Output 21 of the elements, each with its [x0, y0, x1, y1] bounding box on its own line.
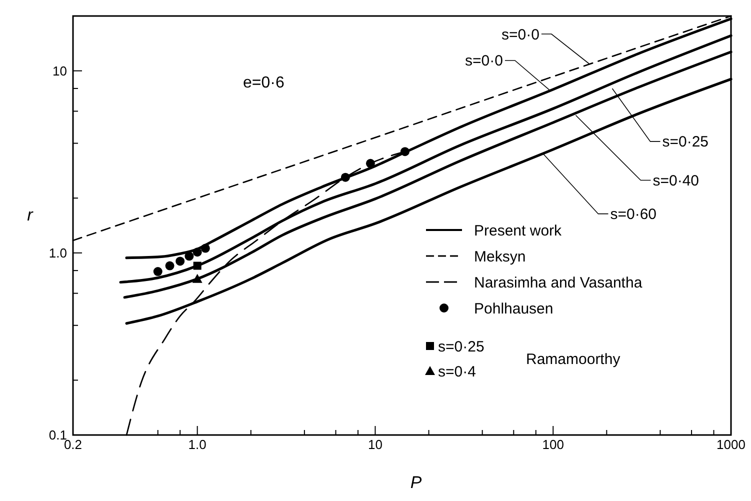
- legend-label: Present work: [474, 222, 562, 240]
- annotation: s=0·0: [465, 52, 503, 70]
- legend-label: s=0·4: [438, 363, 476, 380]
- legend-label: Meksyn: [474, 248, 526, 266]
- y-axis-title: r: [27, 206, 34, 224]
- legend-label: s=0·25: [438, 338, 484, 356]
- x-tick-label: 1000: [716, 437, 746, 452]
- annotation: s=0·60: [610, 206, 657, 224]
- x-tick-label: 100: [542, 437, 564, 452]
- x-tick-label: 10: [368, 437, 382, 452]
- annotation: s=0·40: [652, 172, 700, 190]
- legend-label: Pohlhausen: [474, 300, 554, 318]
- y-tick-label: 1.0: [48, 245, 67, 260]
- annotation: e=0·6: [243, 74, 284, 92]
- x-tick-label: 1.0: [188, 437, 206, 452]
- y-tick-label: 10: [52, 63, 67, 78]
- annotation: s=0·0: [501, 26, 540, 44]
- x-axis-title: P: [410, 473, 422, 492]
- annotation: s=0·25: [662, 134, 709, 151]
- legend-label: Narasimha and Vasantha: [474, 274, 643, 292]
- annotation: Ramamoorthy: [526, 350, 621, 368]
